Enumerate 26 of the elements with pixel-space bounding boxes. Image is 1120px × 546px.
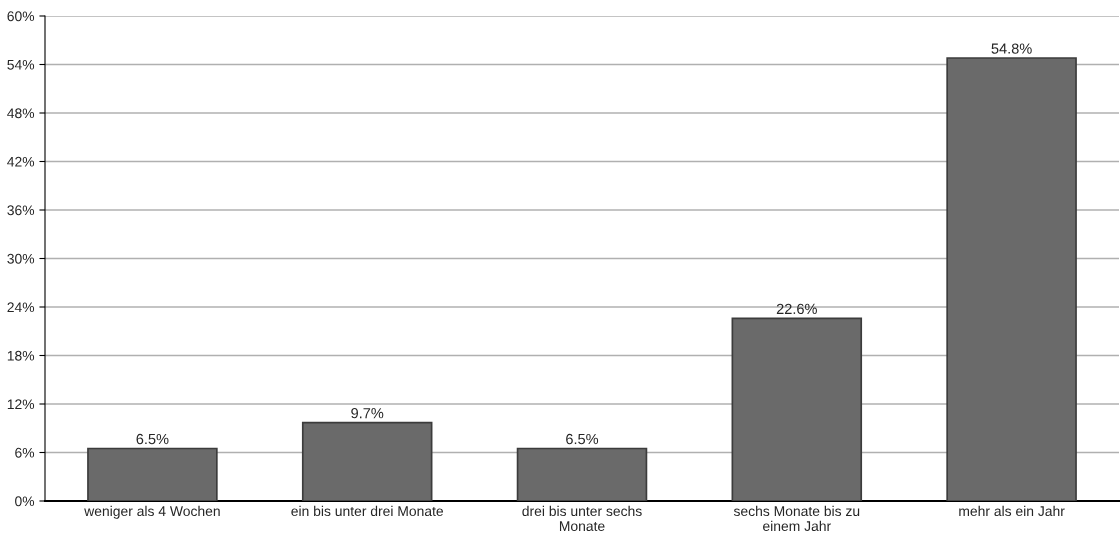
y-tick-label: 12% bbox=[7, 399, 35, 410]
data-label: 54.8% bbox=[991, 43, 1032, 54]
bar bbox=[87, 447, 218, 501]
y-tick-label: 6% bbox=[15, 447, 35, 458]
y-tick-label: 36% bbox=[7, 205, 35, 216]
bar bbox=[516, 447, 648, 501]
y-tick-label: 60% bbox=[7, 11, 35, 22]
data-label: 9.7% bbox=[351, 407, 384, 419]
x-tick-label: sechs Monate bis zu einem Jahr bbox=[733, 505, 860, 532]
data-label: 6.5% bbox=[136, 433, 169, 445]
data-label: 6.5% bbox=[566, 433, 599, 445]
y-tick-label: 18% bbox=[7, 350, 35, 361]
data-label: 22.6% bbox=[776, 303, 817, 315]
y-tick-label: 0% bbox=[15, 496, 35, 507]
bar bbox=[301, 421, 433, 501]
x-tick-label: mehr als ein Jahr bbox=[959, 505, 1065, 517]
y-tick-label: 48% bbox=[7, 108, 35, 119]
bar bbox=[946, 57, 1077, 501]
bar bbox=[731, 317, 863, 501]
y-tick-label: 42% bbox=[7, 156, 35, 167]
x-tick-label: drei bis unter sechs Monate bbox=[522, 505, 642, 532]
y-tick-label: 24% bbox=[7, 302, 35, 313]
y-tick-label: 54% bbox=[7, 59, 35, 70]
y-tick-label: 30% bbox=[7, 253, 35, 264]
x-tick-label: ein bis unter drei Monate bbox=[291, 505, 444, 517]
x-tick-label: weniger als 4 Wochen bbox=[84, 505, 220, 519]
